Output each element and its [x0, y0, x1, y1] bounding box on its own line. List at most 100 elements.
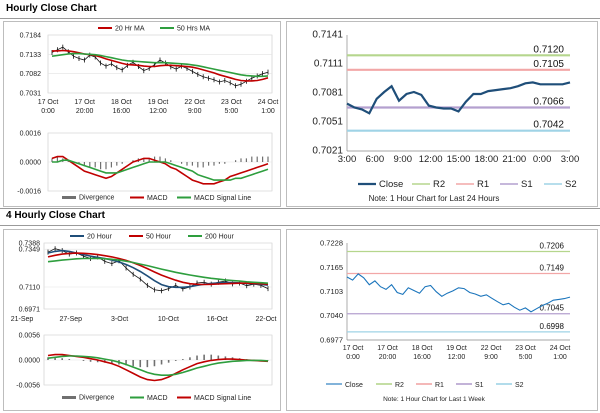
chart-note: Note: 1 Hour Chart for Last 24 Hours: [369, 194, 500, 203]
legend-swatch: [62, 196, 76, 199]
x-tick-label: 24 Oct: [258, 99, 279, 106]
y-tick-label: -0.0056: [16, 383, 40, 390]
x-tick-label: 27-Sep: [60, 316, 83, 323]
y-tick-label: 0.7228: [320, 239, 343, 248]
x-tick-label: 9:00: [484, 354, 498, 361]
legend-label: R1: [477, 179, 489, 190]
y-tick-label: 0.0000: [19, 358, 41, 365]
x-tick-label: 24 Oct: [550, 345, 571, 352]
y-tick-label: 0.7388: [19, 241, 41, 248]
x-tick-label: 17 Oct: [343, 345, 364, 352]
pivot-level-label: 0.7149: [540, 264, 565, 273]
x-tick-label: 17 Oct: [74, 99, 95, 106]
legend-label: Divergence: [79, 395, 115, 402]
legend-label: MACD Signal Line: [194, 195, 251, 202]
x-tick-label: 1:00: [261, 108, 275, 115]
x-tick-label: 6:00: [366, 154, 385, 165]
y-tick-label: 0.7110: [19, 285, 40, 292]
y-tick-label: 0.6977: [320, 336, 343, 345]
x-tick-label: 12:00: [419, 154, 443, 165]
y-tick-label: 0.7031: [20, 91, 42, 98]
legend-label: S2: [565, 179, 577, 190]
close-line: [346, 273, 571, 313]
legend-label: R1: [435, 382, 444, 389]
legend-label: S2: [515, 382, 524, 389]
y-tick-label: 0.7103: [320, 287, 343, 296]
pivot-level-label: 0.7042: [533, 120, 564, 131]
y-tick-label: 0.7349: [19, 247, 41, 254]
x-tick-label: 21:00: [502, 154, 526, 165]
y-tick-label: 0.7141: [312, 30, 343, 41]
x-tick-label: 21-Sep: [11, 316, 34, 323]
x-tick-label: 9:00: [188, 108, 202, 115]
chart-note: Note: 1 Hour Chart for Last 1 Week: [383, 396, 486, 403]
y-tick-label: 0.7051: [312, 117, 343, 128]
close-line: [47, 248, 269, 292]
x-tick-label: 17 Oct: [377, 345, 398, 352]
hourly-price-chart: 0.7184 0.7133 0.7082 0.7031 20 Hr MA 50 Hrs M…: [20, 26, 279, 116]
legend-label: MACD: [147, 395, 168, 402]
x-tick-label: 9:00: [394, 154, 413, 165]
y-tick-label: 0.7040: [320, 311, 343, 320]
x-tick-label: 22 Oct: [481, 345, 502, 352]
y-tick-label: 0.0000: [20, 160, 42, 167]
ma50-line: [47, 252, 269, 286]
legend-label: MACD Signal Line: [194, 395, 251, 402]
pivot-level-label: 0.7066: [533, 97, 564, 108]
y-tick-label: 0.6971: [19, 307, 41, 314]
x-tick-label: 0:00: [41, 108, 55, 115]
close-line: [51, 46, 269, 87]
x-tick-label: 20:00: [379, 354, 397, 361]
section-divider: [0, 208, 600, 209]
x-tick-label: 20:00: [76, 108, 94, 115]
hourly-title-divider: [0, 18, 600, 19]
y-tick-label: -0.0016: [17, 189, 41, 196]
legend-swatch: [62, 396, 76, 399]
four-hourly-section-title: 4 Hourly Close Chart: [6, 210, 105, 221]
x-tick-label: 22 Oct: [184, 99, 205, 106]
x-tick-label: 10-Oct: [158, 316, 179, 323]
x-tick-label: 0:00: [346, 354, 360, 361]
y-tick-label: 0.7081: [312, 88, 343, 99]
legend-label: Divergence: [79, 195, 115, 202]
legend-label: MACD: [147, 195, 168, 202]
legend-label: 50 Hour: [146, 234, 172, 241]
y-tick-label: 0.0016: [20, 131, 42, 138]
hourly-left-panel: [3, 21, 281, 207]
y-tick-label: 0.7165: [320, 263, 343, 272]
x-tick-label: 15:00: [447, 154, 471, 165]
y-tick-label: 0.7133: [20, 52, 42, 59]
x-tick-label: 1:00: [553, 354, 567, 361]
legend-label: S1: [475, 382, 484, 389]
legend-label: S1: [521, 179, 533, 190]
legend-label: R2: [395, 382, 404, 389]
y-tick-label: 0.0056: [19, 333, 41, 340]
y-tick-label: 0.7082: [20, 71, 42, 78]
pivot-level-label: 0.7045: [540, 304, 565, 313]
x-tick-label: 3:00: [338, 154, 357, 165]
four-hourly-title-divider: [0, 225, 600, 226]
plot-area: [47, 34, 273, 94]
x-tick-label: 18:00: [474, 154, 498, 165]
hourly-right-panel: [286, 21, 598, 207]
signal-line: [47, 355, 269, 377]
y-tick-label: 0.7111: [314, 59, 344, 70]
x-tick-label: 18 Oct: [111, 99, 132, 106]
hourly-macd-chart: 0.0016 0.0000 -0.0016 Divergence MACD MACD Si…: [17, 131, 273, 202]
x-tick-label: 19 Oct: [148, 99, 169, 106]
x-tick-label: 5:00: [225, 108, 239, 115]
x-tick-label: 22-Oct: [255, 316, 276, 323]
x-tick-label: 17 Oct: [38, 99, 59, 106]
hourly-pivot-chart: 0.7141 0.7111 0.7081 0.7051 0.7021 0.7120 0.71…: [312, 30, 579, 204]
pivot-level-label: 0.7120: [533, 44, 564, 55]
pivot-level-label: 0.7206: [540, 242, 565, 251]
x-tick-label: 5:00: [519, 354, 533, 361]
four-hourly-macd-chart: 0.0056 0.0000 -0.0056 Divergence MACD MACD Si…: [16, 333, 273, 402]
four-hourly-pivot-chart: 0.7228 0.7165 0.7103 0.7040 0.6977 0.7206 0.71…: [320, 239, 571, 404]
x-tick-label: 12:00: [448, 354, 466, 361]
x-tick-label: 23 Oct: [221, 99, 242, 106]
ma20-line: [47, 249, 269, 289]
legend-label: Close: [379, 179, 403, 190]
four-hourly-left-panel: [3, 229, 281, 411]
